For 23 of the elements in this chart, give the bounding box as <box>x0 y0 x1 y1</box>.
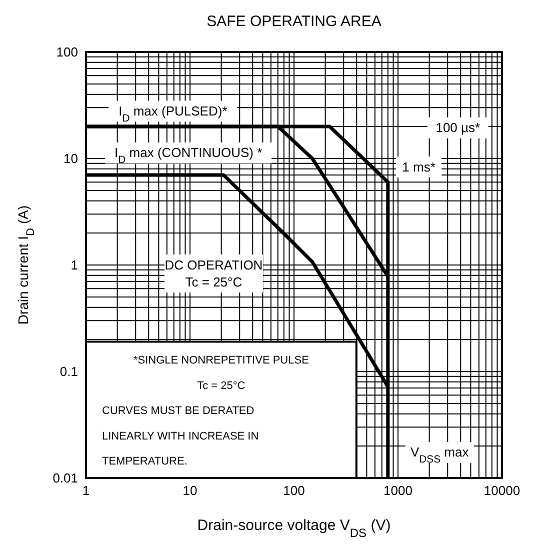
x-tick-label: 10 <box>182 483 198 498</box>
x-tick-label: 1000 <box>384 483 412 498</box>
annotation: TEMPERATURE. <box>102 456 188 468</box>
annotation: LINEARLY WITH INCREASE IN <box>102 430 259 442</box>
annotation: 100 µs* <box>436 120 480 136</box>
y-tick-label: 0.01 <box>52 470 78 486</box>
x-tick-label: 10000 <box>484 483 520 498</box>
annotation: *SINGLE NONREPETITIVE PULSE <box>133 354 309 367</box>
chart-title: SAFE OPERATING AREA <box>206 13 382 30</box>
x-tick-label: 100 <box>283 483 305 498</box>
annotation: CURVES MUST BE DERATED <box>102 405 254 418</box>
annotation: Tc = 25°C <box>197 380 246 392</box>
x-tick-label: 1 <box>82 483 90 498</box>
y-tick-label: 1 <box>70 258 78 273</box>
annotation: I$_{D}$ max (CONTINUOUS) * <box>114 145 262 166</box>
annotation: DC OPERATION Tc = 25°C <box>164 257 263 290</box>
y-tick-label: 100 <box>56 44 78 60</box>
annotation: 1 ms* <box>402 159 436 174</box>
y-tick-label: 10 <box>64 151 78 166</box>
y-tick-label: 0.1 <box>60 364 78 380</box>
annotation: I$_{D}$ max (PULSED)* <box>118 103 228 124</box>
annotation: V$_{DSS}$ max <box>410 444 470 466</box>
x-axis-title: Drain-source voltage V$_{DS}$ (V) <box>197 517 391 540</box>
